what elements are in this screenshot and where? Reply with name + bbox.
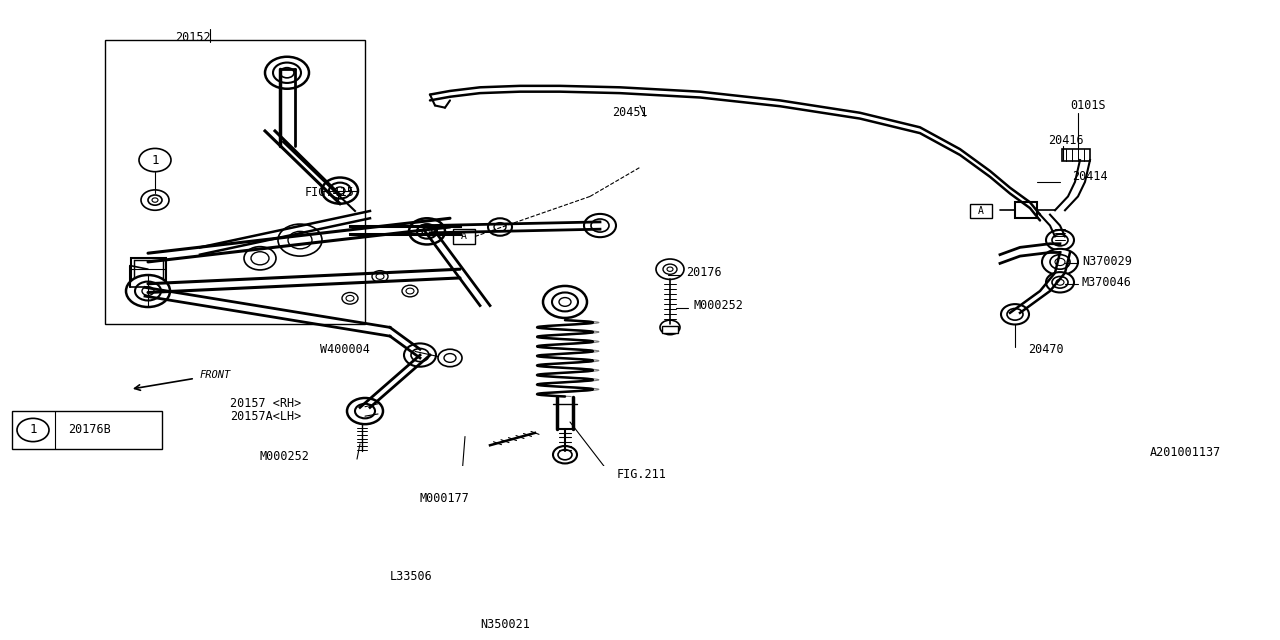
Text: 20152: 20152 — [175, 31, 211, 44]
Text: N350021: N350021 — [480, 618, 530, 631]
Text: M000252: M000252 — [260, 451, 310, 463]
Circle shape — [488, 218, 512, 236]
Circle shape — [657, 259, 684, 280]
Text: 1: 1 — [151, 154, 159, 166]
Circle shape — [660, 320, 680, 335]
Text: A201001137: A201001137 — [1149, 446, 1221, 459]
Circle shape — [125, 275, 170, 307]
Text: A: A — [978, 206, 984, 216]
Bar — [105, 40, 365, 324]
Bar — [453, 229, 475, 244]
Bar — [1015, 202, 1037, 218]
Text: N370029: N370029 — [1082, 255, 1132, 268]
Circle shape — [438, 349, 462, 367]
Text: 20157A<LH>: 20157A<LH> — [230, 410, 301, 422]
Circle shape — [404, 344, 436, 367]
Text: 0101S: 0101S — [1070, 99, 1106, 112]
Circle shape — [1042, 249, 1078, 275]
Text: FIG.211: FIG.211 — [617, 468, 667, 481]
Text: M000252: M000252 — [692, 299, 742, 312]
Text: 20414: 20414 — [1073, 170, 1107, 182]
Bar — [662, 326, 678, 333]
Text: 20416: 20416 — [1048, 134, 1084, 147]
Text: M000177: M000177 — [420, 492, 470, 505]
Circle shape — [410, 218, 445, 244]
Text: M370046: M370046 — [1082, 276, 1132, 289]
Circle shape — [323, 177, 358, 204]
Circle shape — [543, 286, 588, 318]
Circle shape — [265, 57, 308, 89]
Text: L33506: L33506 — [390, 570, 433, 583]
Text: 20176B: 20176B — [68, 424, 111, 436]
Circle shape — [347, 398, 383, 424]
Bar — [131, 259, 165, 280]
Bar — [1062, 149, 1091, 161]
Text: 1: 1 — [29, 424, 37, 436]
Circle shape — [1046, 272, 1074, 292]
Bar — [12, 411, 163, 449]
Text: 20176: 20176 — [686, 266, 722, 279]
Bar — [133, 260, 163, 278]
Text: 20157 <RH>: 20157 <RH> — [230, 397, 301, 410]
Text: FRONT: FRONT — [200, 371, 232, 380]
Bar — [970, 204, 992, 218]
Text: FIG.415: FIG.415 — [305, 186, 355, 199]
Text: A: A — [461, 232, 467, 241]
Circle shape — [1001, 304, 1029, 324]
Text: 20451: 20451 — [612, 106, 648, 119]
Text: 20470: 20470 — [1028, 343, 1064, 356]
Circle shape — [584, 214, 616, 237]
Text: W400004: W400004 — [320, 343, 370, 356]
Circle shape — [553, 446, 577, 463]
Circle shape — [1046, 230, 1074, 250]
